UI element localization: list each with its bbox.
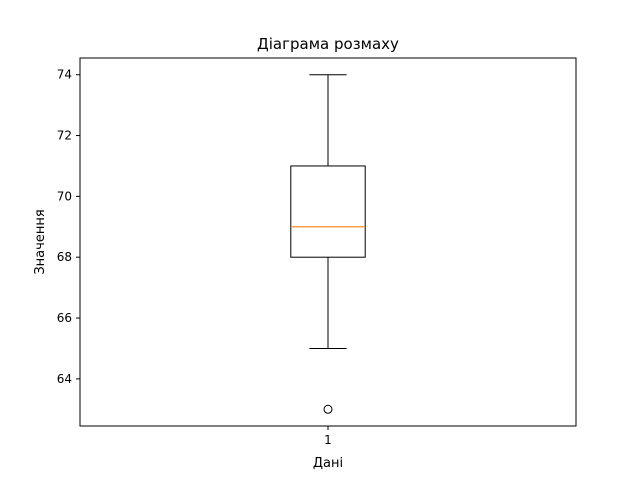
y-axis-label: Значення bbox=[33, 209, 48, 274]
interquartile-box bbox=[290, 165, 366, 258]
x-axis: 1 bbox=[324, 426, 332, 447]
y-tick-label: 66 bbox=[57, 311, 72, 325]
outlier-point bbox=[323, 404, 333, 414]
y-axis: 64 66 68 70 72 74 bbox=[57, 68, 80, 386]
y-tick-label: 74 bbox=[57, 68, 72, 82]
chart-title: Діаграма розмаху bbox=[257, 35, 399, 53]
box-series bbox=[290, 74, 366, 414]
x-axis-label: Дані bbox=[313, 456, 343, 471]
y-tick-label: 68 bbox=[57, 250, 72, 264]
y-tick-label: 70 bbox=[57, 189, 72, 203]
x-tick-label: 1 bbox=[324, 433, 332, 447]
y-tick-label: 72 bbox=[57, 129, 72, 143]
y-tick-label: 64 bbox=[57, 372, 72, 386]
